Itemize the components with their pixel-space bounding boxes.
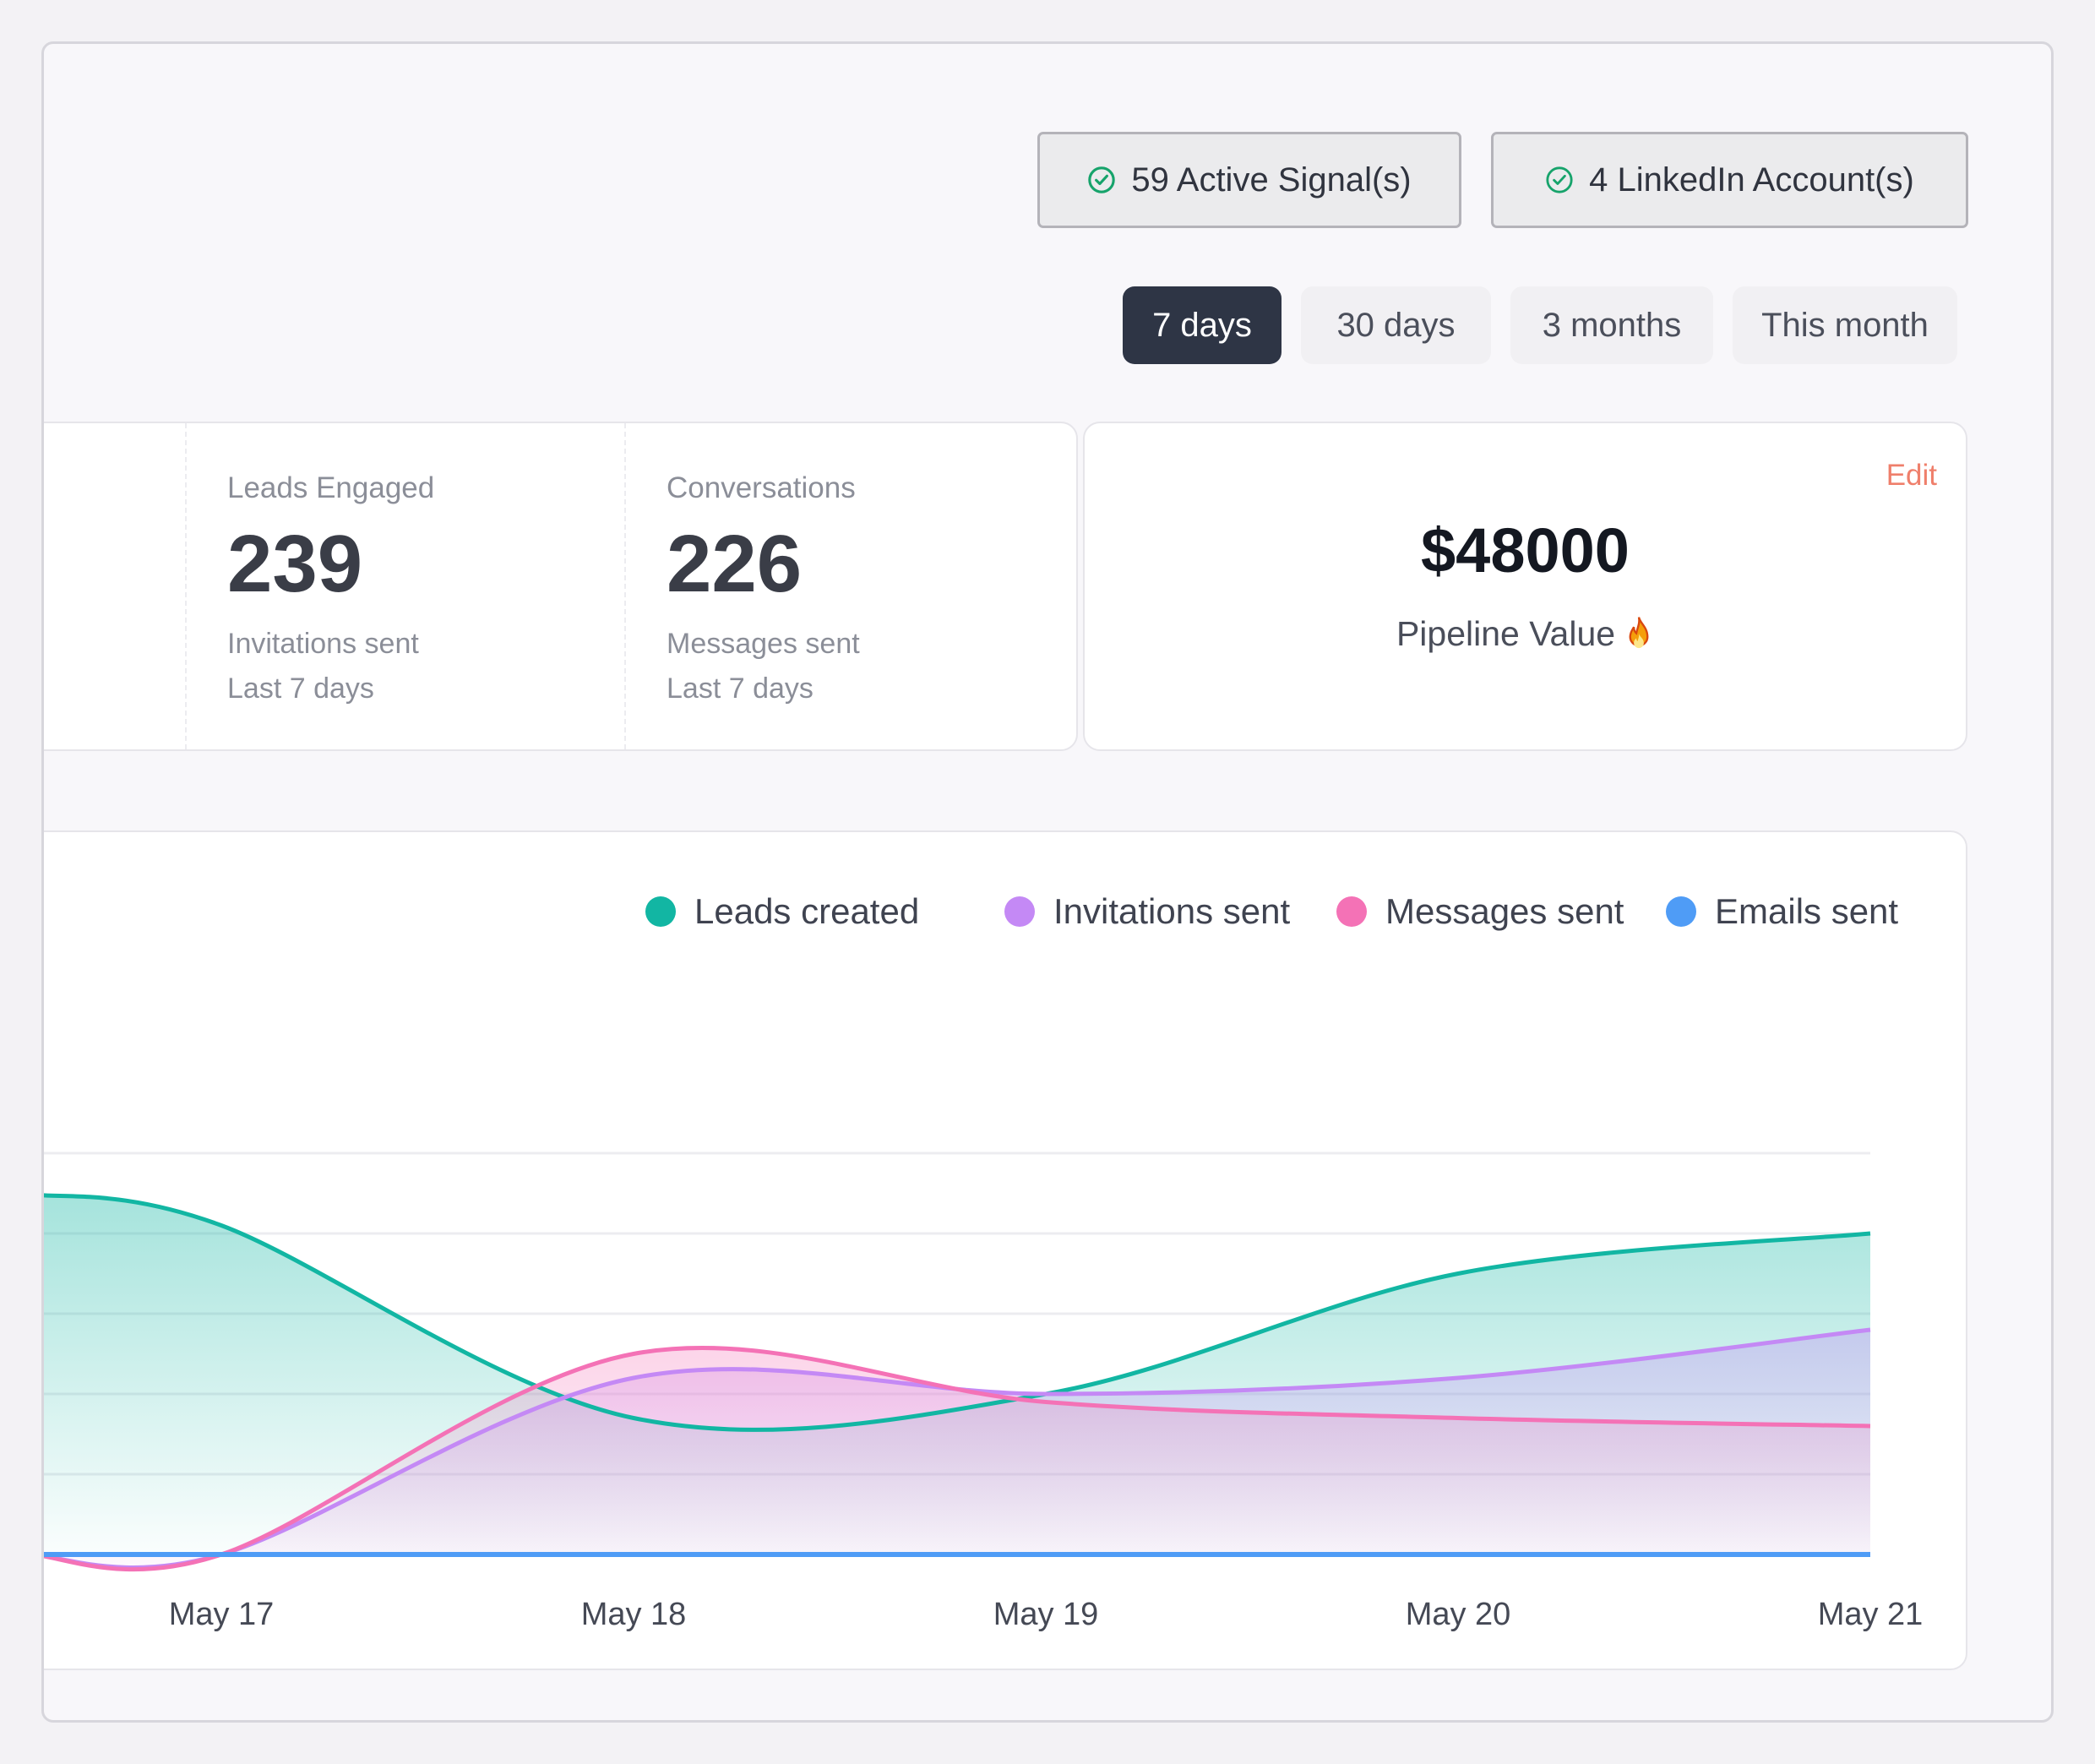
legend-label: Invitations sent: [1053, 891, 1291, 931]
legend-dot: [1666, 896, 1696, 927]
stat-label: Conversations: [667, 471, 856, 504]
account-check-icon: [1546, 166, 1573, 193]
pipeline-label-row: Pipeline Value: [1085, 614, 1966, 654]
activity-chart-card: Leads created Invitations sent Messages …: [44, 830, 1967, 1670]
stat-value: 239: [227, 519, 363, 609]
x-tick-label: May 18: [580, 1597, 687, 1632]
legend-item-emails-sent[interactable]: Emails sent: [1666, 891, 1898, 932]
tab-this-month[interactable]: This month: [1733, 286, 1957, 364]
legend-item-invitations-sent[interactable]: Invitations sent: [1004, 891, 1290, 932]
stat-label: Leads Engaged: [227, 471, 435, 504]
stat-period: Last 7 days: [227, 672, 374, 705]
edit-pipeline-link[interactable]: Edit: [1886, 459, 1937, 492]
linkedin-accounts-label: 4 LinkedIn Account(s): [1589, 161, 1914, 199]
stat-subtitle: Messages sent: [667, 628, 860, 660]
tab-3-months[interactable]: 3 months: [1510, 286, 1713, 364]
legend-dot: [1004, 896, 1035, 927]
series-leads-created-line: [44, 1193, 1871, 1432]
active-signals-badge[interactable]: 59 Active Signal(s): [1037, 132, 1461, 228]
pipeline-value: $48000: [1421, 515, 1630, 585]
series-messages-sent-area: [44, 1348, 1870, 1570]
legend-label: Emails sent: [1715, 891, 1899, 931]
x-tick-label: May 19: [993, 1597, 1099, 1632]
stats-divider: [185, 423, 187, 749]
legend-item-messages-sent[interactable]: Messages sent: [1336, 891, 1624, 932]
stats-card: Leads Engaged 239 Invitations sent Last …: [44, 422, 1078, 751]
x-tick-label: May 17: [168, 1597, 275, 1632]
active-signals-label: 59 Active Signal(s): [1131, 161, 1412, 199]
series-messages-sent-line: [44, 1345, 1871, 1572]
stat-value: 226: [667, 519, 803, 609]
signal-check-icon: [1088, 166, 1116, 193]
dashboard-frame: 59 Active Signal(s) 4 LinkedIn Account(s…: [41, 41, 2054, 1723]
tab-30-days[interactable]: 30 days: [1301, 286, 1491, 364]
stat-period: Last 7 days: [667, 672, 814, 705]
legend-dot: [1336, 896, 1367, 927]
legend-dot: [645, 896, 676, 927]
legend-label: Leads created: [694, 891, 920, 931]
fire-icon: [1629, 616, 1649, 648]
tab-7-days[interactable]: 7 days: [1123, 286, 1281, 364]
stats-divider: [624, 423, 626, 749]
pipeline-label: Pipeline Value: [1396, 614, 1616, 653]
pipeline-card: Edit $48000 Pipeline Value: [1083, 422, 1967, 751]
legend-label: Messages sent: [1385, 891, 1624, 931]
stat-subtitle: Invitations sent: [227, 628, 419, 660]
legend-item-leads-created[interactable]: Leads created: [645, 891, 919, 932]
activity-chart: [44, 1152, 1871, 1572]
x-tick-label: May 21: [1817, 1597, 1924, 1632]
linkedin-accounts-badge[interactable]: 4 LinkedIn Account(s): [1491, 132, 1968, 228]
x-tick-label: May 20: [1405, 1597, 1511, 1632]
